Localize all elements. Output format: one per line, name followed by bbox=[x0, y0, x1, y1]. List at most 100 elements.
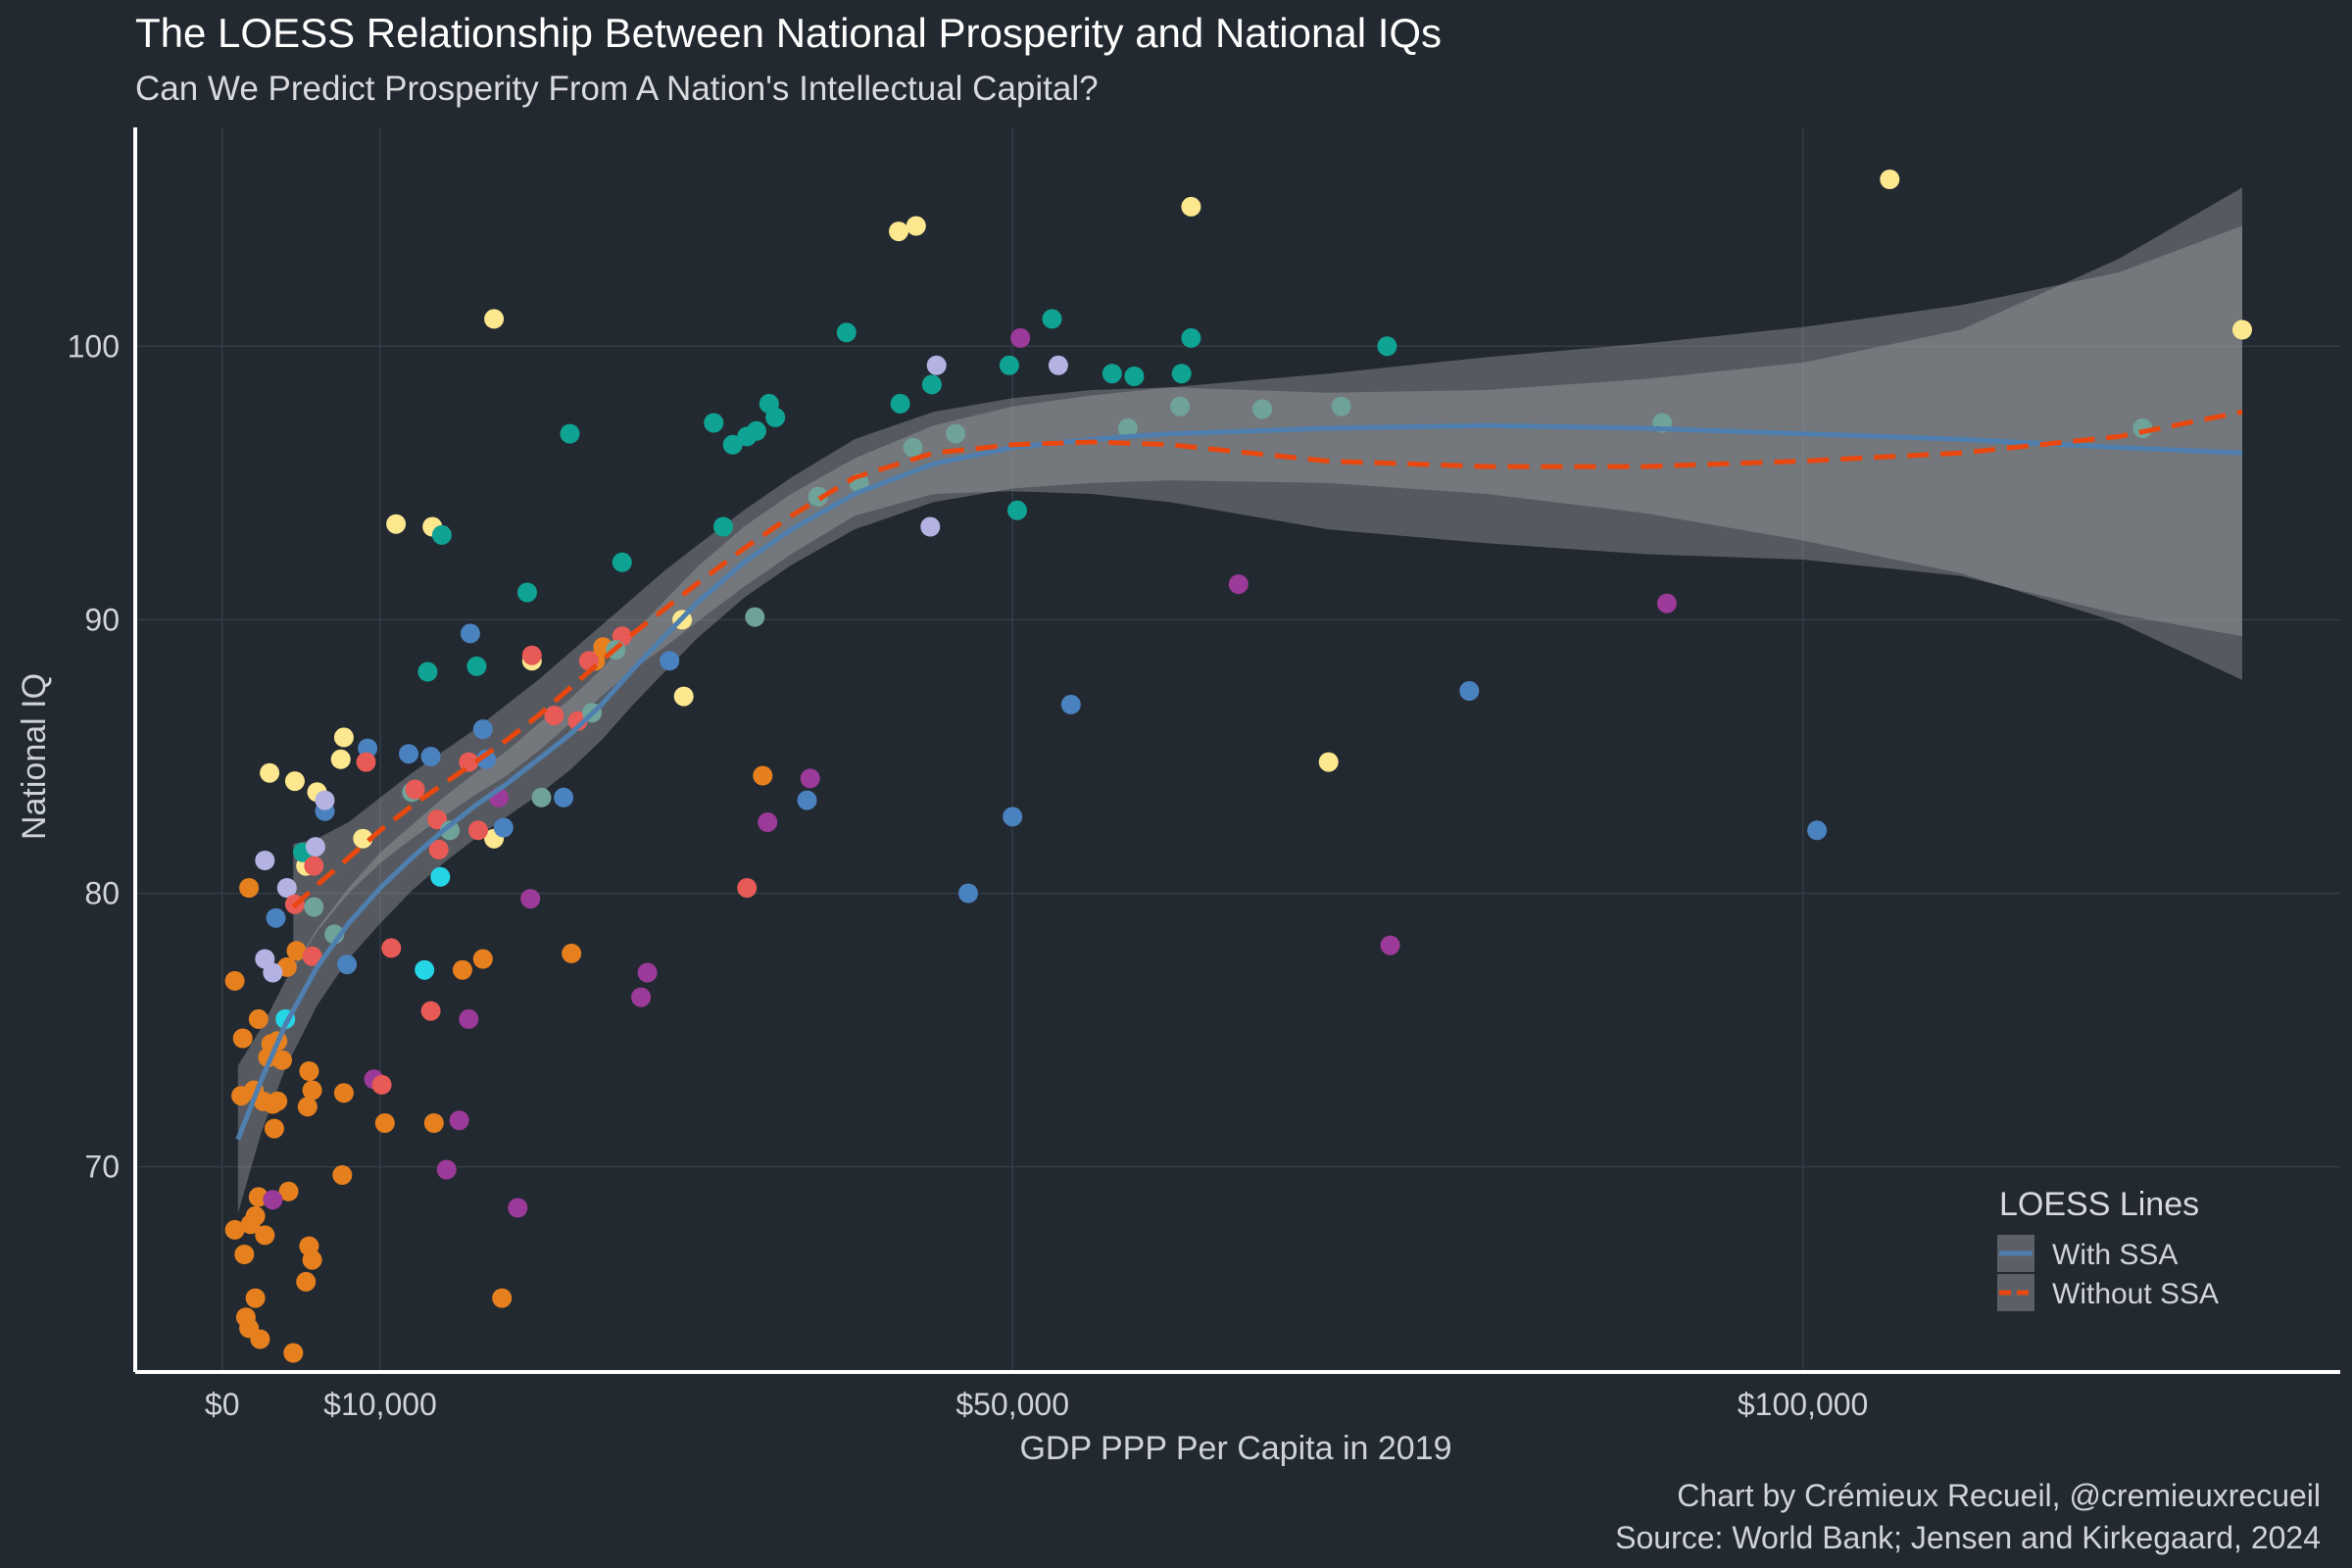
data-point bbox=[263, 1190, 283, 1210]
data-point bbox=[1252, 399, 1272, 419]
data-point bbox=[304, 856, 324, 876]
data-point bbox=[472, 949, 493, 969]
data-point bbox=[315, 790, 335, 810]
x-axis-label: GDP PPP Per Capita in 2019 bbox=[1019, 1430, 1451, 1467]
data-point bbox=[284, 771, 305, 792]
data-point bbox=[612, 552, 632, 572]
data-point bbox=[958, 883, 978, 904]
data-point bbox=[1102, 364, 1122, 384]
data-point bbox=[266, 907, 286, 928]
data-point bbox=[890, 393, 910, 414]
data-point bbox=[386, 514, 407, 534]
x-tick-label: $100,000 bbox=[1738, 1387, 1868, 1422]
y-tick-label: 80 bbox=[84, 876, 120, 911]
data-point bbox=[245, 1288, 266, 1308]
axes bbox=[133, 127, 2340, 1374]
loess-line-without-ssa bbox=[291, 409, 2243, 909]
caption-credit: Chart by Crémieux Recueil, @cremieuxrecu… bbox=[1677, 1478, 2321, 1513]
y-tick-label: 100 bbox=[68, 328, 120, 364]
data-point bbox=[1377, 336, 1397, 357]
data-point bbox=[460, 623, 480, 644]
data-point bbox=[673, 686, 694, 707]
caption-source: Source: World Bank; Jensen and Kirkegaar… bbox=[1615, 1520, 2321, 1555]
data-point bbox=[1170, 396, 1191, 416]
data-point bbox=[492, 1288, 513, 1308]
data-point bbox=[302, 946, 322, 966]
data-point bbox=[428, 839, 449, 859]
data-point bbox=[1331, 396, 1351, 416]
data-point bbox=[332, 1165, 353, 1185]
data-point bbox=[356, 752, 376, 772]
data-point bbox=[758, 812, 778, 832]
data-point bbox=[921, 374, 942, 395]
data-point bbox=[468, 820, 488, 841]
data-point bbox=[520, 889, 541, 909]
x-tick-label: $50,000 bbox=[956, 1387, 1069, 1422]
data-point bbox=[2232, 319, 2252, 340]
data-point bbox=[278, 1181, 299, 1201]
data-point bbox=[1181, 196, 1201, 217]
data-point bbox=[493, 817, 514, 838]
confidence-bands bbox=[237, 187, 2242, 1214]
data-point bbox=[330, 749, 351, 769]
data-point bbox=[562, 943, 582, 963]
data-point bbox=[224, 970, 245, 991]
data-point bbox=[637, 962, 658, 983]
data-point bbox=[452, 959, 472, 980]
data-point bbox=[1171, 364, 1192, 384]
data-point bbox=[381, 938, 402, 958]
data-point bbox=[472, 719, 493, 740]
data-point bbox=[260, 762, 280, 783]
data-point bbox=[1124, 367, 1145, 386]
data-point bbox=[302, 1250, 322, 1270]
data-point bbox=[337, 955, 358, 975]
data-point bbox=[263, 962, 283, 983]
y-tick-label: 90 bbox=[84, 602, 120, 637]
data-point bbox=[245, 1205, 266, 1226]
data-point bbox=[234, 1245, 255, 1264]
ci-band-without-ssa bbox=[293, 187, 2242, 970]
data-point bbox=[232, 1028, 253, 1049]
data-point bbox=[420, 747, 441, 766]
data-point bbox=[374, 1113, 395, 1133]
x-tick-label: $0 bbox=[205, 1387, 240, 1422]
data-point bbox=[224, 1219, 245, 1240]
data-point bbox=[1380, 935, 1400, 956]
data-point bbox=[704, 413, 724, 433]
legend-label-without-ssa: Without SSA bbox=[2052, 1278, 2219, 1310]
data-point bbox=[449, 1110, 469, 1131]
data-point bbox=[1656, 593, 1677, 613]
y-tick-label: 70 bbox=[84, 1150, 120, 1185]
data-point bbox=[297, 1097, 318, 1117]
data-point bbox=[272, 1050, 292, 1070]
data-point bbox=[420, 1001, 441, 1021]
data-point bbox=[440, 820, 460, 841]
data-point bbox=[239, 878, 260, 898]
data-point bbox=[737, 878, 758, 898]
data-point bbox=[1010, 327, 1031, 348]
data-point bbox=[1459, 681, 1480, 701]
data-point bbox=[836, 322, 857, 343]
data-point bbox=[484, 309, 505, 329]
data-point bbox=[436, 1159, 457, 1180]
data-point bbox=[926, 355, 947, 375]
scatter-points bbox=[224, 170, 2252, 1363]
data-point bbox=[906, 216, 926, 236]
data-point bbox=[517, 582, 537, 603]
chart-subtitle: Can We Predict Prosperity From A Nation'… bbox=[135, 70, 1099, 108]
data-point bbox=[305, 837, 325, 858]
data-point bbox=[333, 727, 354, 748]
data-point bbox=[745, 607, 765, 627]
data-point bbox=[459, 1008, 479, 1029]
data-point bbox=[746, 420, 766, 441]
data-point bbox=[299, 1061, 319, 1081]
data-point bbox=[1181, 327, 1201, 348]
data-point bbox=[264, 1118, 284, 1139]
data-point bbox=[1880, 170, 1900, 189]
data-point bbox=[304, 897, 324, 917]
data-point bbox=[1117, 418, 1138, 438]
data-point bbox=[999, 355, 1019, 375]
data-point bbox=[417, 662, 438, 682]
data-point bbox=[889, 221, 908, 242]
